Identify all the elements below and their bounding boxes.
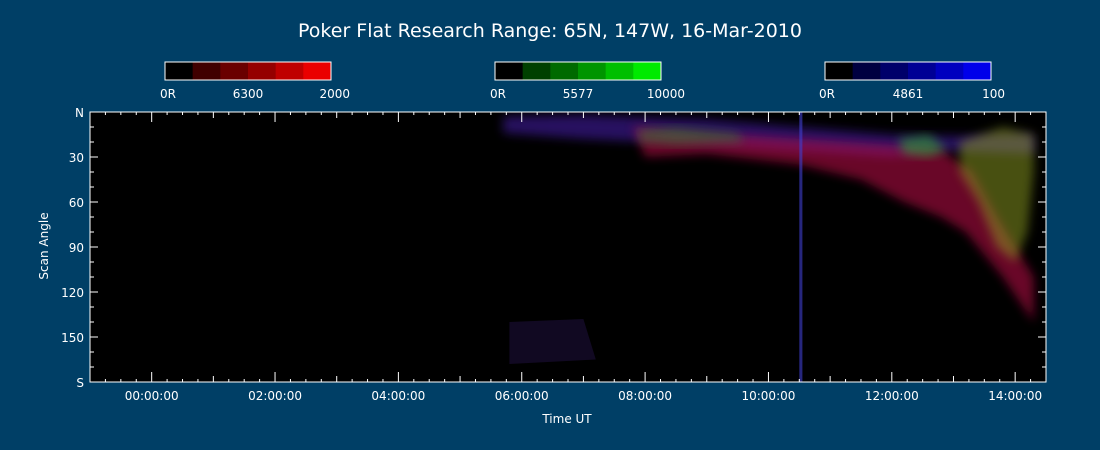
colorbar-step (275, 62, 304, 80)
chart-title: Poker Flat Research Range: 65N, 147W, 16… (298, 20, 802, 42)
colorbar-red-min-label: 0R (160, 87, 176, 101)
colorbar-red-max-label: 2000 (319, 87, 350, 101)
y-tick-label: N (75, 106, 84, 120)
axes: 00:00:00 02:00:00 04:00:00 06:00:00 08:00:00… (61, 106, 1047, 403)
y-tick-label: 120 (61, 286, 84, 300)
colorbar-step (935, 62, 964, 80)
x-tick-label: 06:00:00 (495, 389, 549, 403)
emission-region-red (632, 127, 1034, 322)
emission-region-green (638, 127, 744, 145)
colorbar-step (550, 62, 579, 80)
colorbar-step (248, 62, 277, 80)
colorbar-blue-gradient (824, 61, 992, 81)
colorbar-green-line-label: 5577 (563, 87, 594, 101)
colorbar-step (880, 62, 909, 80)
colorbar-blue-line-label: 4861 (893, 87, 924, 101)
colorbar-red-line-label: 6300 (233, 87, 264, 101)
colorbar-step (963, 62, 992, 80)
y-tick-label: 90 (69, 241, 84, 255)
colorbar-step (578, 62, 607, 80)
colorbar-step (633, 62, 662, 80)
colorbar-green-min-label: 0R (490, 87, 506, 101)
emission-region-green (898, 134, 948, 157)
x-tick-label: 04:00:00 (371, 389, 425, 403)
colorbar-green-max-label: 10000 (647, 87, 685, 101)
x-tick-label: 12:00:00 (865, 389, 919, 403)
colorbar-step (908, 62, 937, 80)
colorbar-blue-min-label: 0R (819, 87, 835, 101)
emission-region-blue (799, 112, 803, 382)
colorbar-frame (164, 61, 332, 81)
colorbar-frame (494, 61, 662, 81)
emission-region-green (959, 127, 1034, 262)
auroral-regions (503, 112, 1034, 382)
x-tick-label: 08:00:00 (618, 389, 672, 403)
colorbar-step (852, 62, 881, 80)
colorbar-frame (824, 61, 992, 81)
colorbar-step (192, 62, 221, 80)
y-tick-label: 150 (61, 331, 84, 345)
colorbar-red: 0R 6300 2000 (160, 61, 350, 101)
colorbar-green-gradient (494, 61, 662, 81)
y-tick-label: 30 (69, 151, 84, 165)
colorbar-step (495, 62, 524, 80)
colorbar-step (220, 62, 249, 80)
x-axis-label: Time UT (541, 412, 592, 426)
y-tick-label: 60 (69, 196, 84, 210)
colorbar-step (303, 62, 332, 80)
x-tick-label: 02:00:00 (248, 389, 302, 403)
plot-area (90, 112, 1046, 382)
x-tick-label: 00:00:00 (125, 389, 179, 403)
x-tick-label: 10:00:00 (741, 389, 795, 403)
colorbar-green: 0R 5577 10000 (490, 61, 685, 101)
colorbar-step (605, 62, 634, 80)
y-tick-label: S (76, 376, 84, 390)
y-axis-label: Scan Angle (37, 212, 51, 279)
x-tick-label: 14:00:00 (988, 389, 1042, 403)
colorbar-step (825, 62, 854, 80)
colorbar-blue-max-label: 100 (982, 87, 1005, 101)
emission-region-blue (509, 319, 596, 364)
colorbar-step (165, 62, 194, 80)
colorbar-blue: 0R 4861 100 (819, 61, 1005, 101)
colorbar-red-gradient (164, 61, 332, 81)
colorbar-step (522, 62, 551, 80)
